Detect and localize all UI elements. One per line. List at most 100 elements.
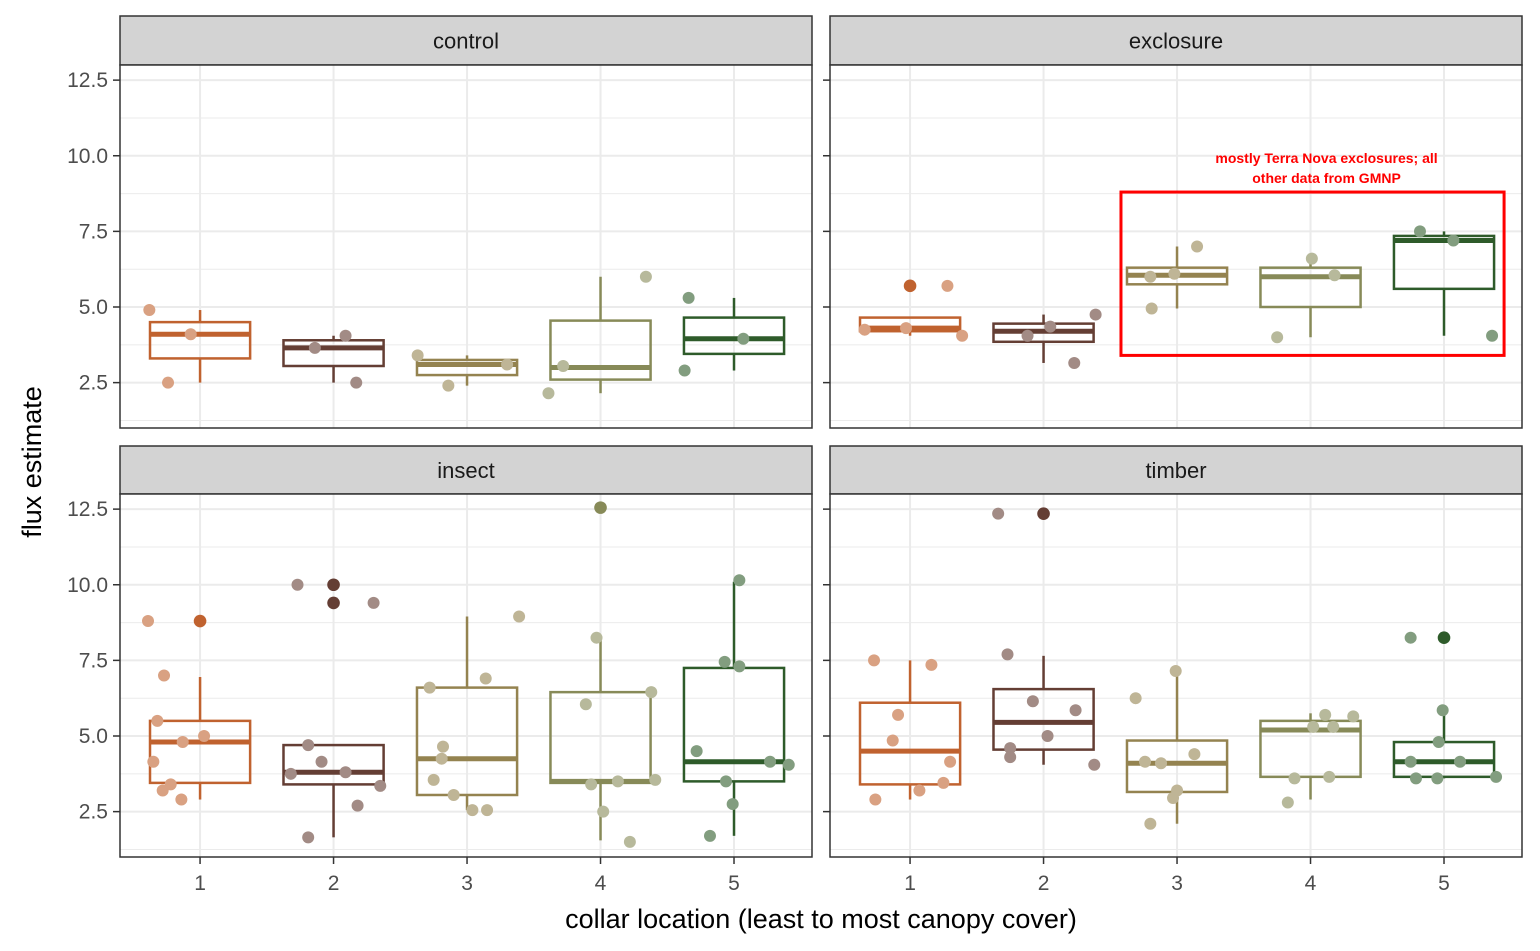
facet-panels: control2.55.07.510.012.5exclosuremostly … <box>67 15 1523 895</box>
data-point <box>1323 770 1336 783</box>
y-axis-ticks <box>823 508 830 813</box>
facet-label-control: control <box>433 29 499 54</box>
box-iqr <box>992 687 1095 751</box>
data-point <box>611 775 624 788</box>
panel-timber: timber 1 2 3 4 5 <box>823 445 1523 895</box>
y-tick-label: 7.5 <box>79 649 108 672</box>
data-point <box>442 379 455 392</box>
panel-background <box>120 65 812 428</box>
data-point <box>645 686 658 699</box>
box-timber-2 <box>992 507 1095 765</box>
data-point <box>557 359 570 372</box>
data-point <box>302 831 315 844</box>
data-point <box>579 698 592 711</box>
data-point <box>703 829 716 842</box>
data-point <box>198 730 211 742</box>
data-point <box>315 755 328 768</box>
data-point <box>513 610 526 623</box>
data-point <box>1171 784 1184 797</box>
data-point <box>764 755 777 768</box>
data-point <box>1486 329 1499 342</box>
data-point <box>913 784 926 797</box>
data-point <box>1169 664 1182 677</box>
jitter-points <box>868 507 1503 830</box>
data-point <box>164 778 177 791</box>
box-insect-1 <box>148 614 252 800</box>
box-iqr <box>282 339 385 368</box>
box-iqr <box>1392 234 1496 291</box>
data-point <box>623 835 636 848</box>
x-tick-label: 4 <box>595 872 607 895</box>
data-point <box>447 788 460 801</box>
data-point <box>1328 269 1341 282</box>
data-point <box>992 507 1005 520</box>
data-point <box>1144 817 1157 830</box>
data-point <box>733 574 746 587</box>
data-point <box>308 341 321 354</box>
data-point <box>1088 758 1101 771</box>
y-tick-label: 2.5 <box>79 372 108 395</box>
facet-strip-timber <box>829 445 1523 495</box>
box-iqr <box>415 358 519 377</box>
jitter-points <box>142 574 795 848</box>
box-control-1 <box>148 310 252 383</box>
facet-strip-insect <box>119 445 813 495</box>
data-point <box>1347 710 1360 723</box>
data-point <box>1271 331 1284 344</box>
jitter-points <box>143 270 750 400</box>
data-point <box>184 328 197 341</box>
data-point <box>147 755 160 768</box>
outlier-point <box>903 279 917 293</box>
data-point <box>1004 742 1017 755</box>
data-point <box>585 778 598 791</box>
box-iqr <box>682 316 786 356</box>
data-point <box>435 752 448 765</box>
y-tick-label: 12.5 <box>67 498 108 521</box>
data-point <box>176 736 189 749</box>
data-point <box>1191 240 1204 253</box>
data-point <box>339 329 352 342</box>
data-point <box>142 615 155 628</box>
data-point <box>869 793 882 806</box>
data-point <box>1145 302 1158 315</box>
x-tick-label: 4 <box>1305 872 1317 895</box>
data-point <box>690 745 703 758</box>
data-point <box>158 669 171 682</box>
data-point <box>937 776 950 789</box>
facet-label-insect: insect <box>437 458 494 483</box>
facet-strip-exclosure <box>829 15 1523 66</box>
box-iqr <box>1259 719 1362 779</box>
y-tick-label: 2.5 <box>79 801 108 824</box>
data-point <box>868 654 881 667</box>
data-point <box>726 798 739 811</box>
data-point <box>1447 234 1460 247</box>
box-insect-3 <box>415 616 519 811</box>
data-point <box>542 387 555 400</box>
panel-border <box>119 493 813 858</box>
data-point <box>284 767 297 780</box>
data-point <box>1188 748 1201 761</box>
data-point <box>1431 772 1444 785</box>
data-point <box>1404 631 1417 644</box>
data-point <box>900 322 913 335</box>
box-control-2 <box>282 335 385 383</box>
data-point <box>1327 720 1340 733</box>
data-point <box>291 578 304 591</box>
panel-exclosure: exclosure mostly Terra Nova exclosures; a… <box>823 15 1523 429</box>
box-iqr <box>282 743 385 786</box>
data-point <box>590 631 603 644</box>
data-point <box>682 291 695 304</box>
data-point <box>501 358 514 371</box>
outlier-point <box>193 614 207 628</box>
data-point <box>374 779 387 792</box>
data-point <box>1069 704 1082 717</box>
data-point <box>886 734 899 747</box>
x-tick-label: 2 <box>328 872 340 895</box>
data-point <box>925 658 938 671</box>
x-tick-label: 2 <box>1038 872 1050 895</box>
data-point <box>639 270 652 283</box>
data-point <box>1168 267 1181 280</box>
outlier-point <box>327 596 340 610</box>
data-point <box>1307 720 1320 733</box>
